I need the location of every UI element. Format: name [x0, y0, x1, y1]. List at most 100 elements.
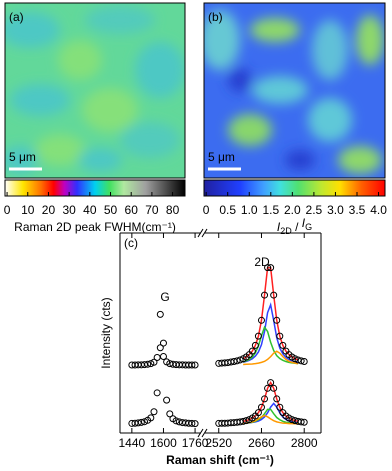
colorbar-tick-label: 20: [42, 203, 56, 217]
label-part: I: [302, 216, 306, 230]
scale-bar-label: 5 μm: [9, 150, 36, 164]
data-point: [147, 360, 155, 368]
data-point: [188, 361, 196, 369]
axis-break: [197, 228, 208, 438]
colorbar-tick-label: 2.5: [306, 203, 323, 217]
colorbar-tick-label: 0: [4, 203, 11, 217]
x-tick-label: 2520: [205, 436, 232, 450]
fit-line: [242, 325, 299, 365]
x-axis-label: Raman shift (cm⁻¹): [166, 453, 274, 467]
y-axis-label: Intensity (cts): [99, 297, 113, 368]
x-tick-label: 2800: [291, 436, 318, 450]
data-point: [236, 356, 244, 364]
data-point: [163, 396, 171, 404]
data-point: [134, 419, 142, 427]
data-point: [191, 361, 199, 369]
colorbar-tick-label: 1.5: [262, 203, 279, 217]
data-point: [137, 418, 145, 426]
data-point: [233, 357, 241, 365]
data-point: [288, 416, 296, 424]
data-point: [297, 357, 305, 365]
annotation: 2D: [254, 255, 270, 269]
fit-line: [243, 414, 299, 425]
data-point: [300, 358, 308, 366]
panel-label: (a): [9, 10, 24, 24]
colorbar-tick-label: 10: [21, 203, 35, 217]
data-point: [251, 341, 259, 349]
fit-line: [243, 350, 299, 366]
colorbar-label: I2D / IG: [277, 216, 312, 236]
colorbar-tick-label: 60: [125, 203, 139, 217]
data-point: [156, 310, 164, 318]
panel-label: (c): [124, 236, 138, 250]
data-point: [140, 418, 148, 426]
label-part: 2D: [280, 226, 292, 236]
colorbar-tick-label: 0: [203, 203, 210, 217]
data-point: [291, 355, 299, 363]
data-point: [188, 419, 196, 427]
data-point: [270, 384, 278, 392]
colorbar-tick-label: 3.0: [327, 203, 344, 217]
data-point: [153, 389, 161, 397]
data-point: [267, 379, 275, 387]
data-point: [264, 264, 272, 272]
map-b: [204, 3, 385, 178]
data-point: [248, 347, 256, 355]
data-point: [150, 358, 158, 366]
data-point: [156, 344, 164, 352]
map-frame: [203, 2, 386, 179]
data-point: [166, 410, 174, 418]
data-point: [239, 417, 247, 425]
label-part: G: [305, 222, 312, 232]
data-point: [300, 418, 308, 426]
colorbar-tick-label: 50: [104, 203, 118, 217]
x-tick-label: 1600: [150, 436, 177, 450]
data-point: [257, 316, 265, 324]
data-point: [270, 291, 278, 299]
data-point: [159, 352, 167, 360]
fit-line: [243, 402, 299, 425]
annotation: G: [160, 290, 169, 304]
panel-label: (b): [208, 10, 223, 24]
data-point: [279, 341, 287, 349]
x-tick-label: 2660: [248, 436, 275, 450]
label-part: I: [277, 220, 281, 234]
scale-bar-label: 5 μm: [208, 150, 235, 164]
colorbar-tick-label: 40: [83, 203, 97, 217]
data-point: [273, 316, 281, 324]
x-tick-label: 1760: [182, 436, 209, 450]
data-point: [276, 332, 284, 340]
data-point: [273, 395, 281, 403]
colorbar-tick-label: 80: [166, 203, 180, 217]
data-point: [254, 332, 262, 340]
data-point: [159, 339, 167, 347]
data-point: [254, 409, 262, 417]
data-point: [242, 417, 250, 425]
data-point: [297, 418, 305, 426]
data-point: [153, 354, 161, 362]
data-point: [147, 414, 155, 422]
colorbar-tick-label: 2.0: [284, 203, 301, 217]
colorbar-tick-label: 4.0: [370, 203, 387, 217]
data-point: [191, 420, 199, 428]
colorbar-tick-label: 70: [145, 203, 159, 217]
fit-line: [242, 302, 299, 364]
map-frame: [4, 2, 186, 179]
colorbar-tick-label: 30: [62, 203, 76, 217]
data-point: [261, 395, 269, 403]
colorbar: [203, 179, 386, 197]
data-point: [257, 403, 265, 411]
data-point: [144, 360, 152, 368]
label-part: /: [292, 220, 302, 234]
data-point: [172, 417, 180, 425]
colorbar-label: Raman 2D peak FWHM(cm⁻¹): [14, 220, 176, 234]
colorbar-tick-label: 0.5: [219, 203, 236, 217]
x-tick-label: 1440: [119, 436, 146, 450]
data-point: [150, 408, 158, 416]
data-point: [267, 264, 275, 272]
colorbar-tick-label: 3.5: [349, 203, 366, 217]
map-a: [5, 3, 185, 178]
fit-line: [242, 266, 299, 361]
